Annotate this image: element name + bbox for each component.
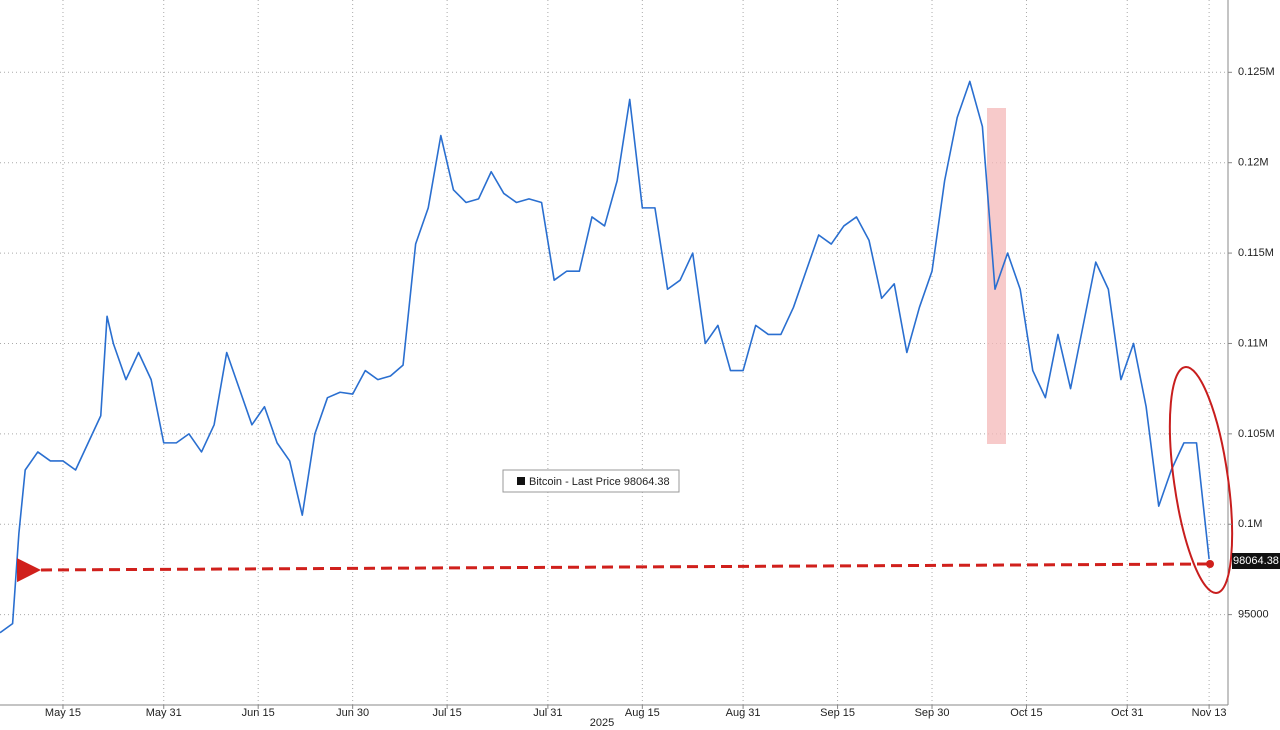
y-tick-label: 0.115M [1238, 247, 1274, 259]
x-tick-label: Aug 15 [625, 707, 660, 719]
legend-swatch [517, 477, 525, 485]
y-tick-label: 0.1M [1238, 518, 1262, 530]
level-arrow [16, 558, 1209, 583]
price-line [0, 80, 1210, 634]
legend-label: Bitcoin - Last Price 98064.38 [529, 476, 670, 488]
x-tick-label: Sep 30 [915, 707, 950, 719]
legend-value: 98064.38 [624, 476, 670, 488]
x-tick-label: May 31 [146, 707, 182, 719]
grid [0, 0, 1228, 705]
x-tick-label: Nov 13 [1192, 707, 1227, 719]
x-tick-label: Jul 15 [432, 707, 461, 719]
y-tick-label: 95000 [1238, 609, 1269, 621]
x-tick-label: Jun 30 [336, 707, 369, 719]
legend-name: Bitcoin - Last Price [529, 476, 621, 488]
x-tick-label: Oct 31 [1111, 707, 1143, 719]
x-tick-label: Jun 15 [242, 707, 275, 719]
legend-box [502, 469, 680, 493]
y-tick-label: 0.125M [1238, 66, 1275, 78]
last-price-box [1232, 553, 1280, 569]
x-tick-label: Jul 31 [533, 707, 562, 719]
x-tick-label: Sep 15 [820, 707, 855, 719]
y-tick-label: 0.12M [1238, 157, 1269, 169]
highlight-band [987, 108, 1006, 444]
level-dot [1206, 560, 1214, 568]
y-tick-label: 0.105M [1238, 428, 1275, 440]
x-axis-label: 2025 [590, 717, 614, 729]
y-tick-label: 0.11M [1238, 337, 1268, 349]
plot [0, 80, 1210, 634]
x-tick-label: Oct 15 [1010, 707, 1042, 719]
highlight-ellipse [1168, 366, 1234, 594]
last-price-label: 98064.38 [1233, 555, 1279, 567]
x-tick-label: Aug 31 [726, 707, 761, 719]
x-tick-label: May 15 [45, 707, 81, 719]
